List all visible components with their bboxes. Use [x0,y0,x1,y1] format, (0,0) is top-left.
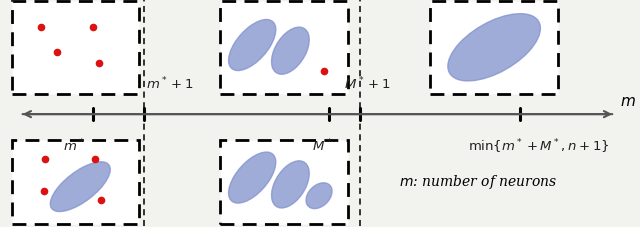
Text: $m$: $m$ [620,94,636,108]
FancyBboxPatch shape [12,141,140,224]
Text: $M^*+1$: $M^*+1$ [344,76,390,92]
Text: $m^*+1$: $m^*+1$ [146,76,193,92]
Ellipse shape [306,183,332,209]
FancyBboxPatch shape [220,141,348,224]
FancyBboxPatch shape [12,2,140,94]
Ellipse shape [448,15,540,81]
Text: $m$: number of neurons: $m$: number of neurons [399,172,557,190]
Ellipse shape [228,152,276,203]
Ellipse shape [228,20,276,71]
Ellipse shape [51,162,110,212]
FancyBboxPatch shape [431,2,558,94]
Text: $M^*$: $M^*$ [312,137,332,154]
Ellipse shape [271,161,309,208]
Text: $m^*$: $m^*$ [63,137,84,154]
FancyBboxPatch shape [220,2,348,94]
Ellipse shape [271,28,309,75]
Text: $\min\{m^*+M^*, n+1\}$: $\min\{m^*+M^*, n+1\}$ [468,137,609,156]
